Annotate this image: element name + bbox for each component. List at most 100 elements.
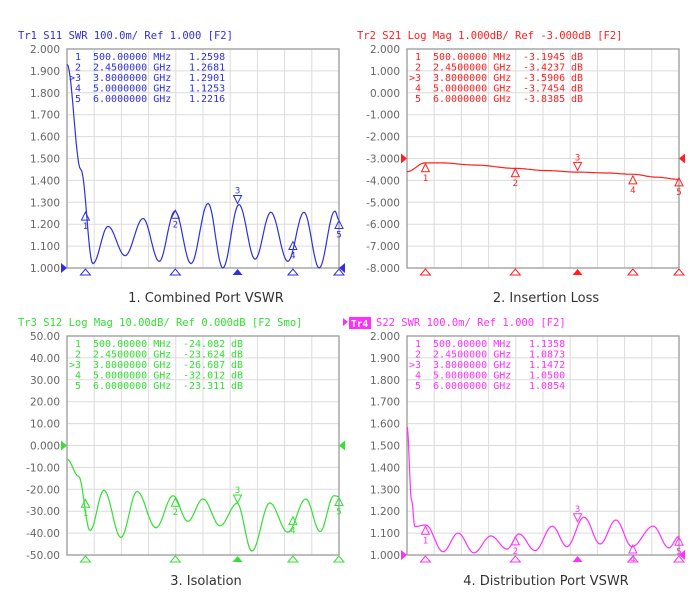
y-tick-label: -8.000 [366,263,400,275]
reference-level-left-icon [61,263,67,273]
marker-unit: dB [231,381,243,392]
marker-unit: dB [571,63,583,74]
marker-active-icon[interactable] [572,161,583,172]
y-tick-label: 1.900 [370,353,400,365]
marker-icon[interactable] [510,167,521,178]
y-tick-label: 0.000 [30,441,60,453]
y-tick-label: 1.100 [30,241,60,253]
y-tick-label: 1.000 [30,263,60,275]
marker-icon[interactable] [334,219,344,229]
reference-level-left-icon [61,440,67,451]
marker-id: 4 [415,371,421,382]
chart-panel-2: Tr2 S21 Log Mag 1.000dB/ Ref -3.000dB [F… [357,30,686,306]
y-tick-label: 10.00 [30,419,60,431]
y-tick-label: 2.000 [30,44,60,56]
marker-value: -32.012 [183,371,225,382]
trace-title: S22 SWR 100.0m/ Ref 1.000 [F2] [376,317,566,329]
marker-label: 2 [513,547,518,557]
reference-level-right-icon [339,440,345,451]
marker-row: 5 6.0000000 GHz 1.2216 [75,94,225,105]
y-tick-label: 1.700 [370,397,400,409]
marker-icon[interactable] [420,162,431,173]
plot-grid [67,336,339,555]
marker-row: 1 500.00000 MHz 1.2598 [75,52,225,63]
marker-label: 5 [336,508,341,518]
chart-caption: 4. Distribution Port VSWR [463,574,628,589]
y-tick-label: -10.00 [26,462,60,474]
y-tick-label: 2.000 [370,331,400,343]
marker-id: >3 [409,360,421,371]
reference-level-right-icon [679,550,685,560]
trace-line [406,162,679,180]
marker-value: -3.1945 [523,52,565,63]
trace-badge: Tr4 [351,319,368,330]
y-tick-label: 1.600 [30,132,60,144]
marker-icon[interactable] [80,210,91,221]
marker-active-icon[interactable] [572,513,583,523]
reference-level-left-icon [401,550,407,560]
marker-unit: dB [231,371,243,382]
y-tick-label: -5.000 [366,197,400,209]
y-tick-label: 1.100 [370,528,400,540]
marker-unit: dB [571,52,583,63]
reference-level-right-icon [339,263,345,273]
marker-value: -24.082 [183,339,225,350]
marker-icon[interactable] [170,209,181,219]
marker-row: 1 500.00000 MHz -3.1945 dB [415,52,583,63]
marker-value: 1.2681 [189,63,225,74]
marker-frequency: 5.0000000 GHz [93,371,171,382]
marker-value: 1.1253 [189,84,225,95]
marker-icon[interactable] [628,543,638,554]
marker-label: 4 [630,555,635,565]
y-tick-label: 20.00 [30,397,60,409]
marker-id: 2 [415,63,421,74]
marker-icon[interactable] [420,525,431,535]
marker-icon[interactable] [674,536,684,546]
marker-icon[interactable] [510,535,521,546]
y-tick-label: 1.500 [30,154,60,166]
y-tick-label: 1.000 [370,66,400,78]
marker-value: -3.5906 [523,73,565,84]
marker-axis-icon [509,555,522,563]
y-tick-label: -1.000 [366,110,400,122]
marker-active-icon[interactable] [232,194,243,205]
marker-label: 3 [575,153,580,163]
marker-unit: dB [231,360,243,371]
marker-icon[interactable] [288,240,298,251]
y-tick-label: 2.000 [370,44,400,56]
marker-icon[interactable] [334,496,344,507]
marker-frequency: 2.4500000 GHz [433,63,511,74]
marker-id: 5 [415,381,421,392]
marker-row: 1 500.00000 MHz -24.082 dB [75,339,243,350]
marker-frequency: 5.0000000 GHz [93,84,171,95]
marker-value: -3.7454 [523,84,565,95]
active-trace-arrow-icon [343,318,348,326]
marker-frequency: 500.00000 MHz [93,339,171,350]
y-tick-label: -40.00 [26,528,60,540]
marker-icon[interactable] [170,497,181,507]
marker-icon[interactable] [288,515,298,526]
y-tick-label: 1.300 [30,197,60,209]
y-tick-label: 1.500 [370,441,400,453]
marker-frequency: 6.0000000 GHz [93,381,171,392]
y-tick-label: 1.800 [30,88,60,100]
marker-row: >3 3.8000000 GHz -26.687 dB [69,360,243,371]
marker-icon[interactable] [80,498,91,508]
marker-axis-icon [169,268,182,276]
trace-title: Tr1 S11 SWR 100.0m/ Ref 1.000 [F2] [18,30,233,42]
chart-panel-4: Tr4 S22 SWR 100.0m/ Ref 1.000 [F2] 2.000 1.… [343,317,686,589]
marker-axis-icon [672,555,686,563]
trace-title: Tr3 S12 Log Mag 10.00dB/ Ref 0.000dB [F2… [18,317,302,329]
marker-icon[interactable] [674,176,684,187]
marker-id: 4 [75,371,81,382]
marker-table: 1 500.00000 MHz -24.082 dB 2 2.4500000 GHz -23… [69,339,243,392]
marker-row: >3 3.8000000 GHz 1.1472 [409,360,565,371]
marker-icon[interactable] [628,174,638,185]
marker-active-icon[interactable] [232,494,243,505]
plot-frame [66,48,340,269]
marker-id: 2 [415,350,421,361]
chart-caption: 2. Insertion Loss [493,291,599,306]
marker-row: 4 5.0000000 GHz 1.0500 [415,371,565,382]
y-tick-label: 30.00 [30,375,60,387]
